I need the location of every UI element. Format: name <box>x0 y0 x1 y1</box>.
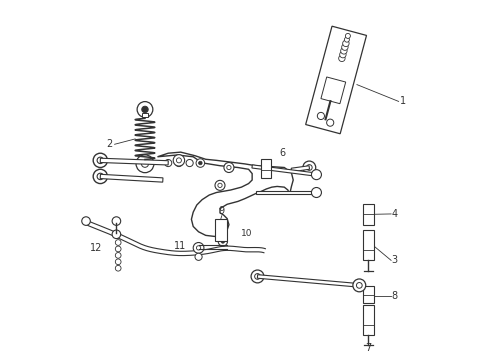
Bar <box>363 230 374 260</box>
Bar <box>363 305 374 336</box>
Circle shape <box>136 155 154 173</box>
Polygon shape <box>306 26 367 134</box>
Text: 4: 4 <box>392 209 397 219</box>
Circle shape <box>196 159 205 167</box>
Text: 6: 6 <box>279 148 285 158</box>
Circle shape <box>175 159 182 167</box>
Circle shape <box>112 230 121 239</box>
Text: 2: 2 <box>107 139 113 149</box>
Circle shape <box>176 158 181 163</box>
Circle shape <box>312 188 321 198</box>
Circle shape <box>93 169 107 184</box>
Circle shape <box>115 265 121 271</box>
Polygon shape <box>321 77 346 104</box>
Circle shape <box>353 279 366 292</box>
Text: 7: 7 <box>365 342 371 352</box>
Bar <box>215 219 227 241</box>
Text: 9: 9 <box>219 206 225 216</box>
Circle shape <box>112 217 121 225</box>
Polygon shape <box>291 166 310 172</box>
Bar <box>261 158 271 178</box>
Circle shape <box>97 173 103 180</box>
Circle shape <box>255 274 260 279</box>
Circle shape <box>312 170 321 180</box>
Circle shape <box>344 37 349 42</box>
Polygon shape <box>100 158 168 165</box>
Circle shape <box>306 165 312 170</box>
Circle shape <box>327 119 334 126</box>
Circle shape <box>93 153 107 167</box>
Circle shape <box>343 40 349 46</box>
Polygon shape <box>257 275 360 287</box>
Circle shape <box>97 157 103 163</box>
Circle shape <box>342 44 348 50</box>
Circle shape <box>165 159 172 167</box>
Circle shape <box>142 160 148 167</box>
Polygon shape <box>157 152 293 237</box>
Text: 3: 3 <box>392 255 397 265</box>
Circle shape <box>224 162 234 172</box>
Bar <box>363 286 374 303</box>
Circle shape <box>218 183 222 188</box>
Circle shape <box>339 55 345 62</box>
Circle shape <box>345 33 350 39</box>
Text: 8: 8 <box>392 291 397 301</box>
Circle shape <box>251 270 264 283</box>
Circle shape <box>115 240 121 246</box>
Circle shape <box>356 283 362 288</box>
Circle shape <box>198 161 202 165</box>
Polygon shape <box>256 191 317 194</box>
Circle shape <box>142 106 148 113</box>
Circle shape <box>193 243 204 253</box>
Circle shape <box>218 237 227 246</box>
Polygon shape <box>252 165 317 176</box>
Circle shape <box>340 51 346 58</box>
Circle shape <box>115 252 121 258</box>
Text: 1: 1 <box>400 96 407 107</box>
Circle shape <box>137 102 153 117</box>
Circle shape <box>173 155 185 166</box>
Circle shape <box>227 165 231 170</box>
Circle shape <box>303 161 316 174</box>
Bar <box>142 113 148 117</box>
Circle shape <box>196 246 201 250</box>
Text: 11: 11 <box>174 241 186 251</box>
Text: 12: 12 <box>90 243 102 253</box>
Circle shape <box>186 159 193 167</box>
Circle shape <box>341 48 347 54</box>
Circle shape <box>221 240 224 243</box>
Text: 10: 10 <box>242 229 253 238</box>
Polygon shape <box>100 174 163 182</box>
Circle shape <box>82 217 90 225</box>
Bar <box>363 204 374 225</box>
Circle shape <box>115 259 121 265</box>
Circle shape <box>215 180 225 190</box>
Circle shape <box>195 253 202 260</box>
Circle shape <box>115 246 121 252</box>
Circle shape <box>318 112 324 120</box>
